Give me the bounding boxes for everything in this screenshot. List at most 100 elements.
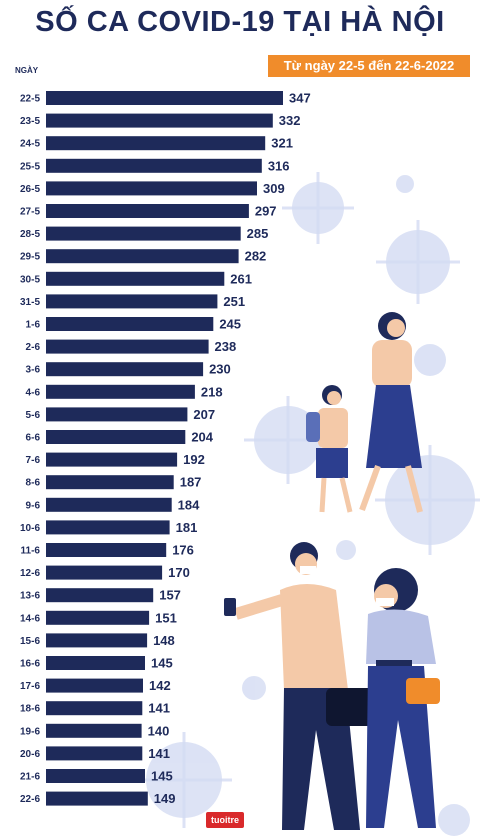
category-label: 20-6	[20, 749, 40, 760]
value-label: 261	[230, 271, 252, 286]
category-label: 23-5	[20, 116, 40, 127]
category-label: 31-5	[20, 297, 40, 308]
bar	[46, 204, 249, 218]
category-label: 9-6	[26, 500, 41, 511]
value-label: 251	[223, 294, 245, 309]
woman-with-child-illustration	[306, 312, 423, 513]
value-label: 316	[268, 158, 290, 173]
value-label: 187	[180, 475, 202, 490]
bar	[46, 678, 143, 693]
bar	[46, 339, 209, 354]
category-label: 1-6	[26, 320, 41, 331]
category-label: 17-6	[20, 681, 40, 692]
value-label: 245	[219, 317, 241, 332]
bar	[46, 746, 143, 761]
value-label: 176	[172, 543, 194, 558]
bar	[46, 317, 214, 331]
bar	[46, 384, 195, 399]
category-label: 15-6	[20, 636, 40, 647]
bar	[46, 497, 172, 512]
category-label: 19-6	[20, 726, 40, 737]
value-label: 142	[149, 678, 171, 693]
bar	[46, 181, 257, 196]
bar	[46, 362, 204, 377]
bar	[46, 294, 218, 309]
value-label: 141	[148, 701, 170, 716]
category-label: 10-6	[20, 523, 40, 534]
value-label: 151	[155, 610, 177, 625]
category-label: 12-6	[20, 568, 40, 579]
category-label: 2-6	[26, 342, 41, 353]
category-label: 14-6	[20, 613, 40, 624]
value-label: 218	[201, 384, 223, 399]
value-label: 181	[176, 520, 198, 535]
bar	[46, 91, 283, 105]
date-range-badge: Từ ngày 22-5 đến 22-6-2022	[268, 55, 470, 77]
category-label: 4-6	[26, 387, 41, 398]
category-label: 22-6	[20, 794, 40, 805]
category-label: 30-5	[20, 274, 40, 285]
value-label: 141	[148, 746, 170, 761]
value-label: 332	[279, 113, 301, 128]
category-label: 13-6	[20, 591, 40, 602]
page-title: SỐ CA COVID-19 TẠI HÀ NỘI	[35, 6, 445, 38]
category-label: 3-6	[26, 365, 41, 376]
value-label: 230	[209, 362, 231, 377]
bar	[46, 588, 154, 603]
bar	[46, 475, 174, 490]
bar	[46, 769, 145, 783]
axis-label: NGÀY	[15, 66, 39, 75]
category-label: 25-5	[20, 161, 40, 172]
value-label: 140	[148, 723, 170, 738]
category-label: 28-5	[20, 229, 40, 240]
bar	[46, 430, 186, 444]
bar	[46, 407, 188, 422]
bar	[46, 701, 143, 716]
couple-illustration	[224, 542, 440, 830]
bar	[46, 249, 239, 264]
category-label: 11-6	[21, 546, 41, 557]
value-label: 148	[153, 633, 175, 648]
value-label: 285	[247, 226, 269, 241]
bar	[46, 136, 266, 151]
value-label: 282	[245, 249, 267, 264]
bar	[46, 633, 148, 648]
virus-spikes	[136, 172, 480, 828]
bar	[46, 723, 142, 738]
value-label: 145	[151, 656, 173, 671]
value-label: 157	[159, 588, 181, 603]
value-label: 204	[191, 430, 213, 445]
value-label: 207	[193, 407, 215, 422]
bar	[46, 656, 145, 670]
value-label: 309	[263, 181, 285, 196]
bar	[46, 158, 262, 173]
category-label: 16-6	[20, 659, 40, 670]
category-label: 5-6	[26, 410, 41, 421]
bar	[46, 543, 167, 557]
category-label: 8-6	[26, 478, 41, 489]
bar	[46, 113, 273, 128]
bar	[46, 520, 170, 535]
bar	[46, 452, 178, 467]
brand-logo: tuoitre	[206, 812, 244, 828]
bar	[46, 271, 225, 286]
category-label: 29-5	[20, 252, 40, 263]
category-label: 24-5	[20, 139, 40, 150]
value-label: 192	[183, 452, 205, 467]
value-label: 184	[178, 497, 200, 512]
bar	[46, 610, 150, 625]
value-label: 297	[255, 204, 277, 219]
value-label: 321	[271, 136, 293, 151]
value-label: 145	[151, 769, 173, 784]
value-label: 170	[168, 565, 190, 580]
value-label: 238	[215, 339, 237, 354]
value-label: 149	[154, 791, 176, 806]
category-label: 6-6	[26, 433, 41, 444]
category-label: 21-6	[20, 772, 40, 783]
category-label: 26-5	[20, 184, 40, 195]
bar	[46, 791, 148, 806]
category-label: 27-5	[20, 207, 40, 218]
category-label: 18-6	[20, 704, 40, 715]
